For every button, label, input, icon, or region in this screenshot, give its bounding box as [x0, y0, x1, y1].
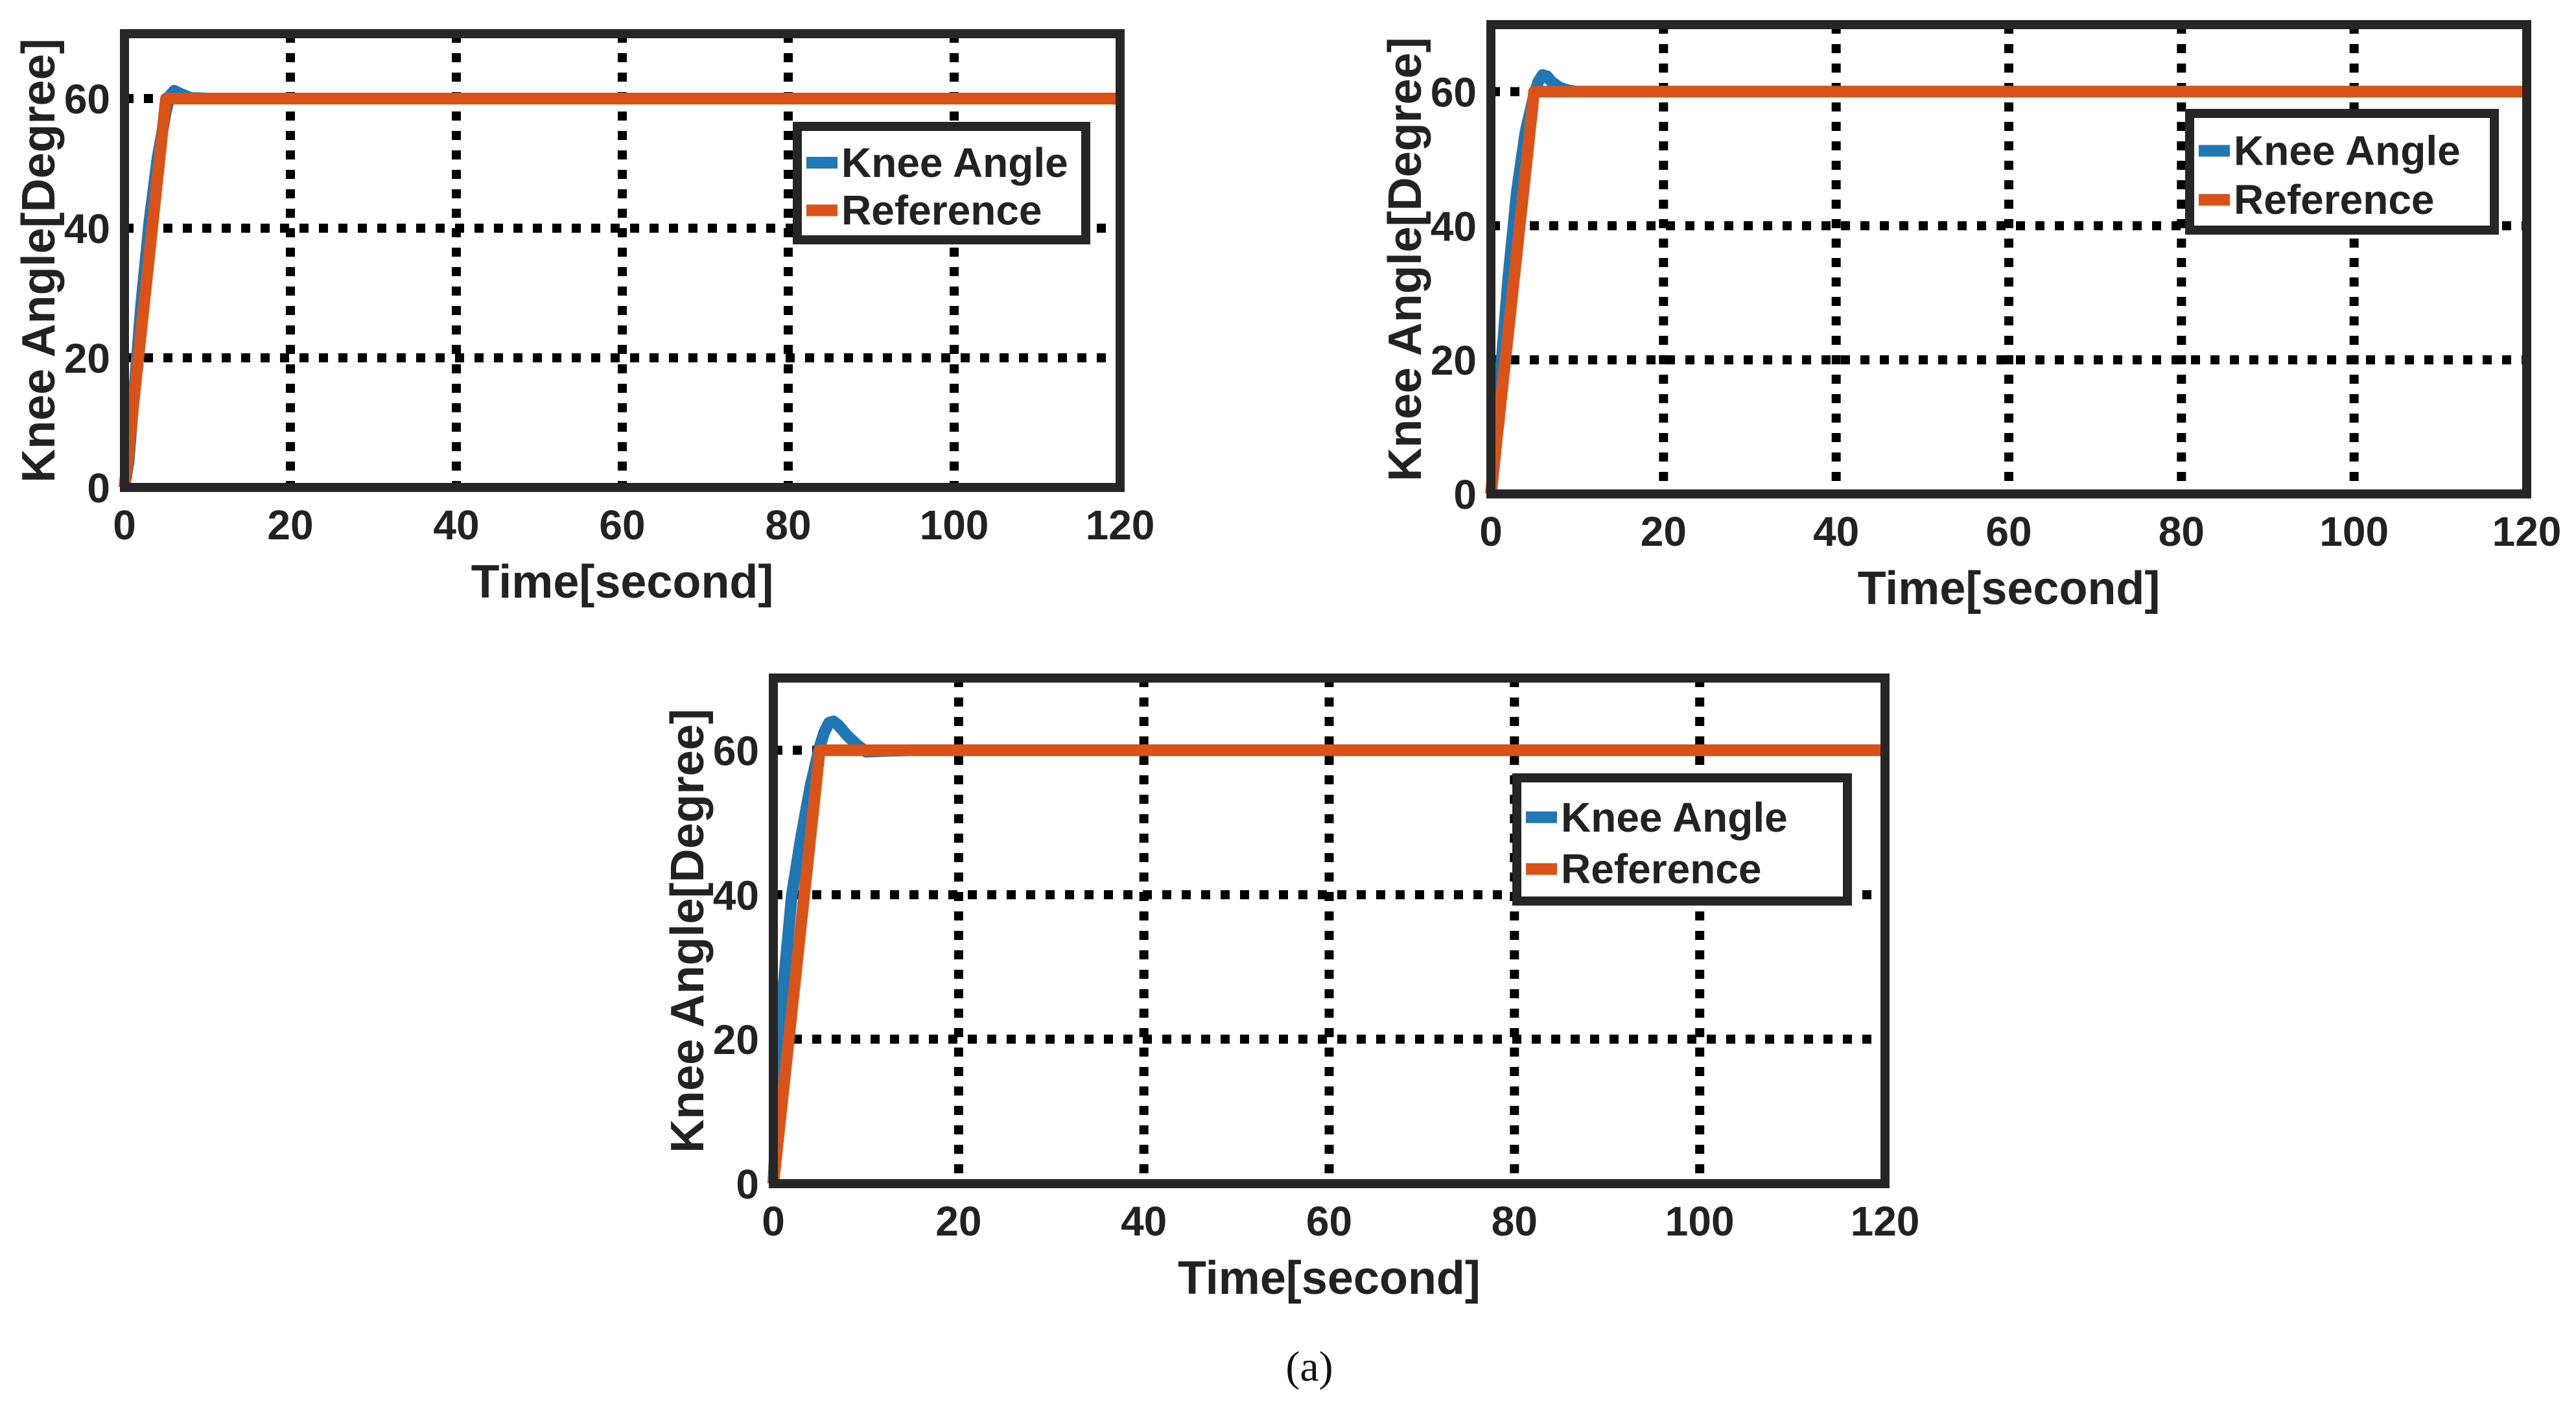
legend: Knee Angle Reference [1512, 773, 1852, 906]
y-tick-label: 40 [713, 872, 759, 919]
x-tick-label: 120 [1086, 502, 1155, 548]
y-tick-label: 60 [713, 727, 759, 774]
y-tick-label: 0 [736, 1161, 759, 1208]
y-axis-label: Knee Angle[Degree] [662, 709, 714, 1153]
y-tick-label: 60 [64, 76, 110, 123]
chart-2: 0 20 40 60 80 100 120 0 20 40 60 Time[second] Knee A… [1379, 20, 2562, 615]
x-tick-label: 40 [433, 502, 479, 548]
y-tick-label: 40 [1431, 203, 1477, 250]
x-axis-label: Time[second] [1858, 563, 2160, 615]
y-tick-label: 0 [87, 465, 110, 511]
x-tick-label: 100 [920, 502, 989, 548]
y-tick-label: 20 [64, 335, 110, 382]
legend-label: Knee Angle [2234, 128, 2461, 174]
y-axis-label: Knee Angle[Degree] [13, 38, 65, 482]
x-tick-label: 100 [1665, 1198, 1735, 1245]
y-tick-label: 0 [1453, 471, 1477, 518]
x-tick-label: 60 [599, 502, 645, 548]
legend-label: Reference [1561, 846, 1762, 893]
x-tick-label: 0 [1479, 508, 1503, 555]
axes-box [769, 674, 1890, 1188]
x-tick-label: 80 [765, 502, 811, 548]
x-axis-label: Time[second] [471, 556, 774, 608]
y-tick-label: 40 [64, 205, 110, 252]
y-axis-label: Knee Angle[Degree] [1379, 37, 1431, 481]
legend-label: Reference [841, 187, 1042, 234]
x-tick-label: 0 [762, 1198, 785, 1245]
x-tick-label: 120 [1851, 1198, 1920, 1245]
legend-box [793, 122, 1090, 244]
x-tick-label: 60 [1306, 1198, 1352, 1245]
series-line-reference [767, 744, 1885, 1184]
x-tick-label: 100 [2319, 508, 2389, 555]
chart-1: 0 20 40 60 80 100 120 0 20 40 60 Time[second] Knee A… [13, 29, 1155, 608]
series-line-reference [119, 93, 1120, 488]
x-tick-label: 120 [2492, 508, 2562, 555]
legend-label: Knee Angle [1561, 794, 1788, 841]
x-tick-label: 80 [1492, 1198, 1538, 1245]
legend-box [2185, 109, 2499, 235]
x-tick-label: 40 [1121, 1198, 1167, 1245]
x-tick-label: 20 [267, 502, 313, 548]
x-tick-label: 20 [1641, 508, 1687, 555]
axes-box [120, 29, 1125, 492]
axes-box [1486, 20, 2531, 498]
x-tick-label: 40 [1813, 508, 1859, 555]
y-tick-label: 60 [1431, 69, 1477, 115]
x-tick-label: 20 [935, 1198, 981, 1245]
legend-label: Knee Angle [841, 139, 1068, 186]
y-tick-label: 20 [1431, 337, 1477, 384]
chart-3: 0 20 40 60 80 100 120 0 20 40 60 Time[second] Knee A… [662, 674, 1920, 1304]
figure-caption: (a) [1285, 1343, 1333, 1390]
x-tick-label: 80 [2159, 508, 2205, 555]
x-axis-label: Time[second] [1178, 1252, 1481, 1304]
x-tick-label: 0 [113, 502, 136, 548]
legend-box [1512, 773, 1852, 906]
series-line-reference [1485, 86, 2527, 495]
y-tick-label: 20 [713, 1016, 759, 1063]
x-tick-label: 60 [1985, 508, 2032, 555]
legend-label: Reference [2234, 176, 2435, 223]
